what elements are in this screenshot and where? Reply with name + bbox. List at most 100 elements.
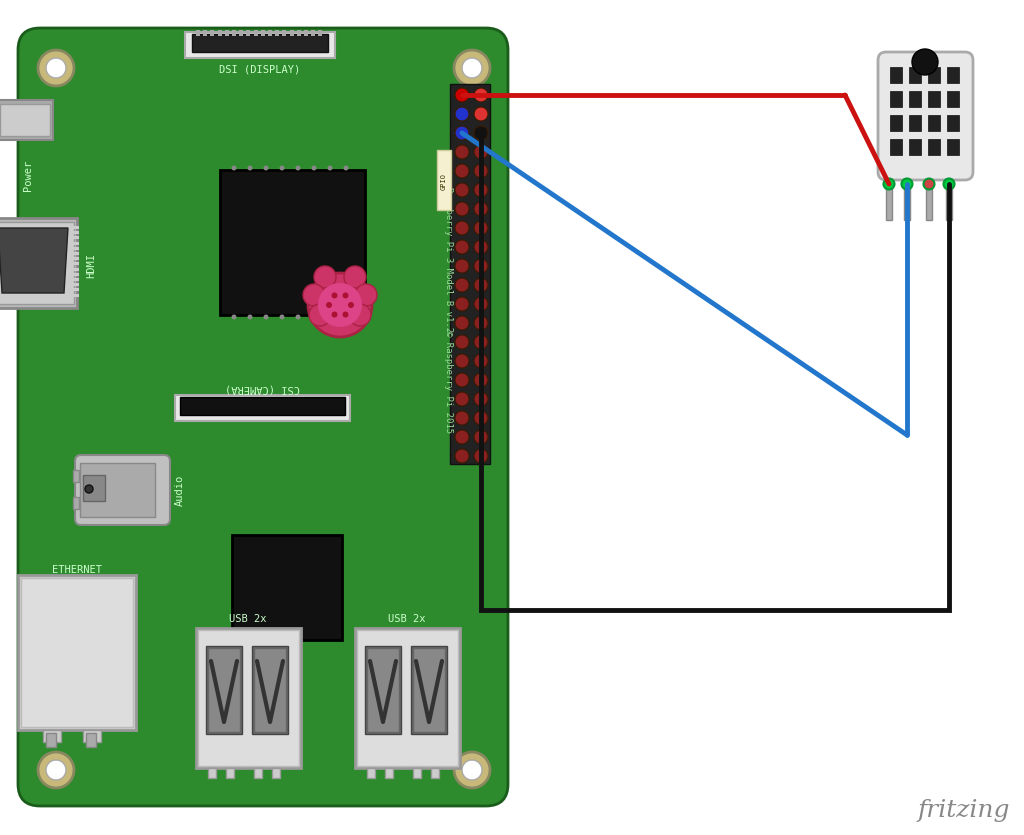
Bar [909, 139, 921, 155]
Circle shape [248, 165, 253, 170]
Circle shape [455, 145, 469, 159]
Bar [73, 294, 79, 296]
Bar [947, 91, 959, 107]
Bar [73, 278, 79, 281]
Bar [73, 236, 79, 240]
Bar [193, 34, 328, 52]
Circle shape [342, 292, 348, 298]
Circle shape [462, 760, 482, 780]
Bar [203, 30, 207, 36]
Bar [268, 30, 272, 36]
Circle shape [248, 315, 253, 320]
Circle shape [332, 311, 338, 317]
Bar [73, 257, 79, 261]
Bar [73, 231, 79, 234]
Bar [413, 768, 421, 778]
Bar [890, 67, 902, 83]
Bar [73, 262, 79, 266]
Circle shape [311, 165, 316, 170]
Circle shape [474, 164, 488, 178]
Circle shape [231, 165, 237, 170]
Text: DSI (DISPLAY): DSI (DISPLAY) [219, 64, 301, 74]
Bar [208, 648, 240, 732]
Bar [210, 30, 214, 36]
FancyBboxPatch shape [75, 455, 170, 525]
Circle shape [901, 179, 912, 190]
Circle shape [318, 283, 362, 327]
Bar [217, 30, 221, 36]
Bar [928, 139, 940, 155]
Bar [232, 30, 236, 36]
Circle shape [344, 266, 366, 288]
Circle shape [455, 373, 469, 387]
Circle shape [462, 58, 482, 78]
Bar [0, 218, 77, 308]
Circle shape [474, 202, 488, 216]
Bar [275, 30, 280, 36]
Bar [22, 578, 133, 727]
Bar [261, 30, 265, 36]
Text: HDMI: HDMI [86, 252, 96, 277]
Bar [411, 646, 447, 734]
Bar [283, 30, 287, 36]
Bar [252, 646, 288, 734]
Bar [73, 497, 79, 509]
Bar [180, 397, 345, 415]
Circle shape [474, 88, 488, 102]
Bar [437, 150, 451, 210]
Bar [254, 648, 286, 732]
Bar [254, 768, 262, 778]
Bar [43, 730, 61, 742]
Circle shape [924, 179, 935, 190]
Circle shape [349, 304, 371, 326]
Circle shape [474, 278, 488, 292]
Circle shape [455, 221, 469, 235]
Bar [175, 395, 350, 421]
Text: fritzing: fritzing [918, 799, 1010, 822]
Circle shape [474, 430, 488, 444]
Circle shape [348, 302, 354, 308]
Bar [220, 170, 365, 315]
Circle shape [280, 165, 285, 170]
Bar [272, 768, 280, 778]
Bar [46, 733, 56, 747]
Circle shape [332, 292, 338, 298]
Bar [904, 180, 910, 220]
Bar [928, 67, 940, 83]
Bar [304, 30, 308, 36]
Bar [196, 30, 200, 36]
Bar [185, 32, 335, 58]
Circle shape [231, 315, 237, 320]
Bar [311, 30, 315, 36]
Bar [290, 30, 294, 36]
FancyBboxPatch shape [18, 28, 508, 806]
Circle shape [912, 49, 938, 75]
Circle shape [455, 126, 469, 140]
Bar [385, 768, 393, 778]
Circle shape [455, 449, 469, 463]
Text: USB 2x: USB 2x [229, 614, 266, 624]
Bar [909, 115, 921, 131]
Circle shape [455, 316, 469, 330]
Circle shape [455, 88, 469, 102]
Circle shape [454, 752, 490, 788]
Bar [73, 241, 79, 245]
Bar [254, 30, 258, 36]
Circle shape [455, 278, 469, 292]
Circle shape [455, 411, 469, 425]
Circle shape [343, 315, 348, 320]
Text: Audio: Audio [175, 474, 185, 506]
Bar [0, 222, 74, 304]
Circle shape [474, 316, 488, 330]
Bar [80, 463, 155, 517]
Bar [928, 91, 940, 107]
Circle shape [46, 760, 66, 780]
Bar [73, 273, 79, 276]
Circle shape [474, 221, 488, 235]
Circle shape [884, 179, 895, 190]
Circle shape [474, 335, 488, 349]
Bar [83, 730, 101, 742]
Bar [240, 30, 244, 36]
Bar [198, 630, 299, 766]
Text: © Raspberry Pi 2015: © Raspberry Pi 2015 [443, 331, 453, 433]
